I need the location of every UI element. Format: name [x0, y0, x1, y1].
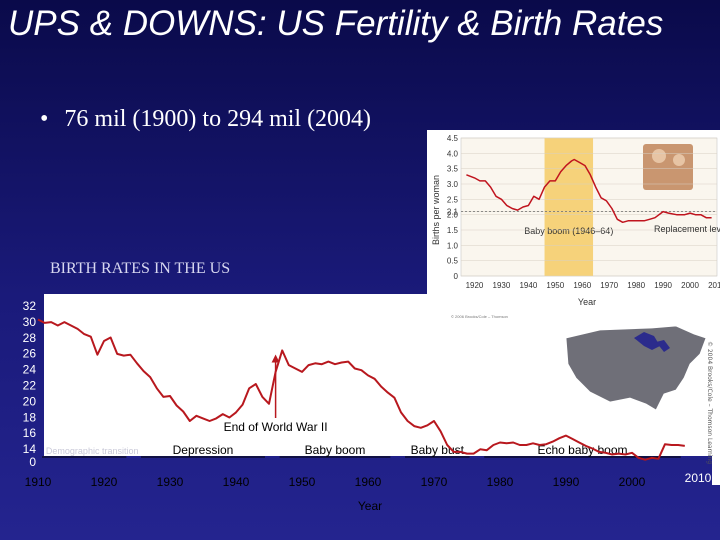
inset-y-tick-label: 2.1 [447, 208, 459, 217]
fertility-inset: Baby boom (1946–64) 4.5 4.0 3.5 3.0 2.5 2.1 2.0… [427, 130, 720, 322]
replacement-level-label: Replacement level [654, 224, 720, 234]
era-label: Demographic transition [46, 446, 139, 456]
y-tick-label: 14 [23, 442, 37, 456]
inset-y-tick-label: 2.5 [447, 195, 459, 204]
y-tick-label: 30 [23, 315, 37, 329]
y-tick-label: 24 [23, 363, 37, 377]
credit-strip [712, 320, 720, 485]
inset-x-axis-title: Year [578, 297, 596, 307]
y-tick-label: 0 [29, 455, 36, 469]
x-tick-label: 1970 [421, 475, 448, 489]
birth-rate-line [37, 318, 685, 461]
baby-boom-band [544, 138, 594, 276]
family-photo [643, 144, 693, 190]
y-tick-label: 32 [23, 299, 37, 313]
annotation-label: End of World War II [224, 420, 328, 434]
inset-x-tick-label: 1940 [519, 281, 537, 290]
inset-y-tick-label: 0 [454, 272, 459, 281]
x-tick-label: 2010 [685, 471, 712, 485]
inset-x-tick-label: 1960 [573, 281, 591, 290]
fertility-rate-chart: Baby boom (1946–64) 4.5 4.0 3.5 3.0 2.5 2.12.0… [431, 134, 720, 319]
bullet-point: • 76 mil (1900) to 294 mil (2004) [40, 106, 371, 133]
inset-y-tick-label: 0.5 [447, 257, 459, 266]
inset-x-tick-label: 1920 [466, 281, 484, 290]
inset-x-tick-label: 1950 [546, 281, 564, 290]
inset-y-axis-title: Births per woman [431, 175, 441, 245]
inset-x-tick-label: 1990 [654, 281, 672, 290]
x-tick-label: 1910 [25, 475, 52, 489]
x-tick-label: 1920 [91, 475, 118, 489]
y-tick-label: 18 [23, 410, 37, 424]
bullet-marker: • [40, 106, 49, 132]
family-photo-face [673, 154, 685, 166]
x-tick-label: 1990 [553, 475, 580, 489]
inset-x-tick-label: 1970 [600, 281, 618, 290]
inset-y-tick-label: 3.0 [447, 180, 459, 189]
inset-y-tick-label: 2.0 [447, 211, 459, 220]
era-label: Depression [173, 443, 234, 457]
x-tick-label: 1930 [157, 475, 184, 489]
inset-y-tick-label: 4.5 [447, 134, 459, 143]
baby-boom-label: Baby boom (1946–64) [524, 226, 613, 236]
inset-x-tick-label: 2000 [681, 281, 699, 290]
credit-text: © 2004 Brooks/Cole – Thomson Learning [706, 340, 713, 465]
y-tick-label: 28 [23, 331, 37, 345]
annotation-arrowhead [271, 354, 280, 363]
fertility-rate-line [466, 158, 712, 224]
main-chart-title: BIRTH RATES IN THE US [50, 260, 231, 277]
y-tick-label: 26 [23, 347, 37, 361]
inset-y-tick-label: 1.5 [447, 226, 459, 235]
era-label: Baby bust [411, 443, 465, 457]
slide-title: UPS & DOWNS: US Fertility & Birth Rates [8, 4, 664, 43]
us-map-image [565, 325, 707, 411]
y-tick-label: 20 [23, 394, 37, 408]
bullet-text: 76 mil (1900) to 294 mil (2004) [64, 106, 372, 132]
inset-y-tick-label: 3.5 [447, 165, 459, 174]
x-tick-label: 2000 [619, 475, 646, 489]
inset-x-tick-label: 2010 [708, 281, 720, 290]
inset-x-tick-label: 1930 [493, 281, 511, 290]
y-tick-label: 22 [23, 379, 37, 393]
inset-credit: © 2006 Brooks/Cole – Thomson [451, 314, 508, 319]
x-tick-label: 1950 [289, 475, 316, 489]
inset-x-tick-label: 1980 [627, 281, 645, 290]
inset-y-tick-label: 4.0 [447, 149, 459, 158]
x-tick-label: 1940 [223, 475, 250, 489]
inset-y-tick-label: 1.0 [447, 241, 459, 250]
x-axis-title: Year [358, 499, 382, 513]
y-tick-label: 16 [23, 426, 37, 440]
x-tick-label: 1960 [355, 475, 382, 489]
family-photo-face [652, 149, 666, 163]
era-label: Baby boom [305, 443, 366, 457]
x-tick-label: 1980 [487, 475, 514, 489]
